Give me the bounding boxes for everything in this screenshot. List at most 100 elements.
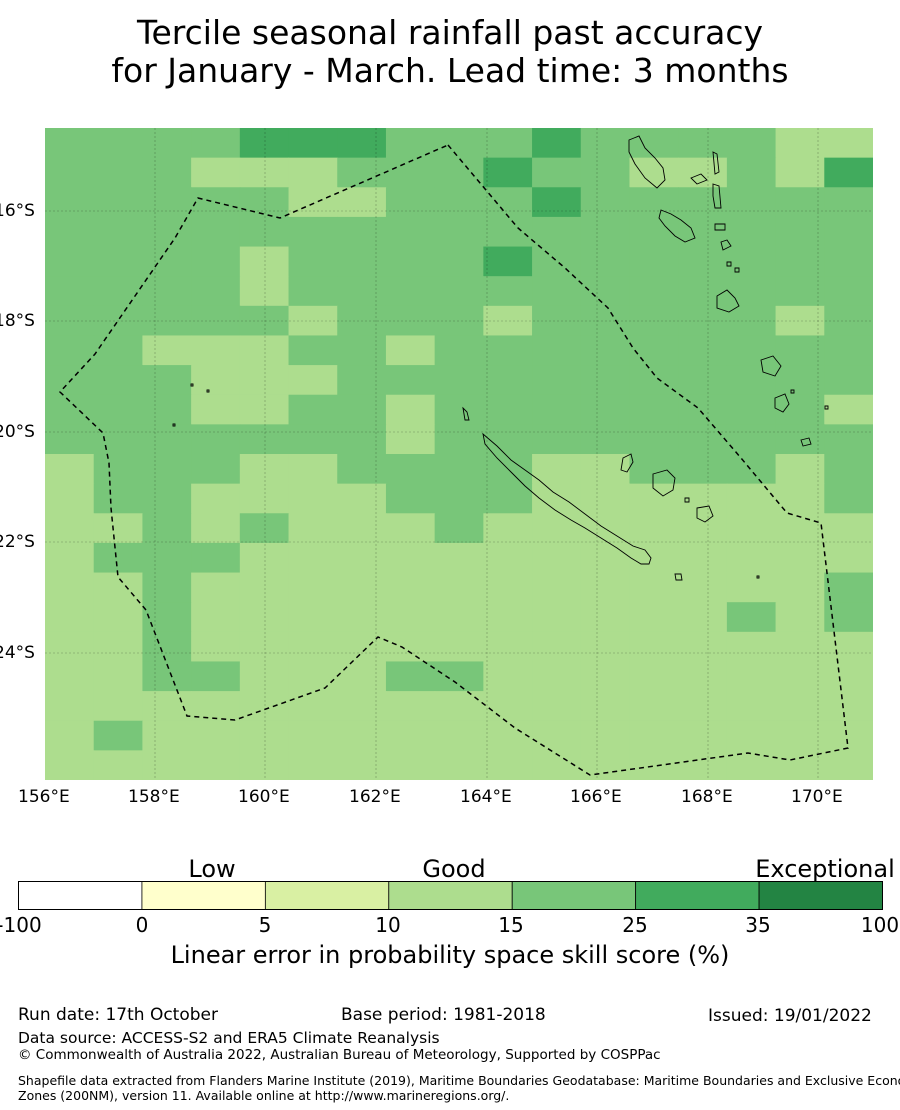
skill-cell: [45, 335, 95, 366]
skill-cell: [142, 513, 192, 544]
skill-cell: [45, 513, 95, 544]
skill-cell: [726, 128, 777, 159]
skill-cell: [434, 513, 484, 544]
skill-cell: [483, 187, 533, 218]
skill-cell: [45, 542, 95, 574]
skill-cell: [191, 128, 241, 159]
colorbar-swatches: [18, 881, 883, 910]
skill-cell: [824, 187, 873, 218]
skill-cell: [191, 750, 241, 780]
skill-cell: [191, 483, 241, 514]
skill-cell: [824, 720, 873, 751]
skill-cell: [532, 335, 582, 366]
skill-cell: [775, 335, 825, 366]
skill-cell: [629, 246, 679, 277]
skill-cell: [288, 750, 338, 780]
skill-cell: [434, 335, 484, 366]
title-line-1: Tercile seasonal rainfall past accuracy: [136, 13, 764, 52]
skill-cell: [45, 394, 95, 425]
skill-cell: [483, 661, 533, 692]
skill-cell: [288, 394, 338, 425]
island-futuna: [824, 405, 829, 410]
skill-cell: [580, 128, 631, 159]
skill-cell: [191, 394, 241, 425]
issued-date: Issued: 19/01/2022: [708, 1006, 872, 1026]
skill-cell: [191, 424, 241, 455]
skill-cell: [483, 394, 533, 425]
skill-cell: [483, 305, 533, 337]
skill-cell: [434, 542, 484, 574]
skill-cell: [288, 691, 338, 722]
skill-cell: [629, 128, 679, 159]
skill-cell: [142, 394, 192, 425]
skill-cell: [775, 513, 825, 544]
skill-cell: [629, 424, 679, 455]
colorbar-tick: 35: [745, 913, 771, 937]
skill-cell: [191, 454, 241, 485]
skill-cell: [239, 276, 290, 307]
chart-title: Tercile seasonal rainfall past accuracy …: [0, 14, 900, 90]
island-efate: [716, 289, 740, 313]
skill-cell: [142, 246, 192, 277]
skill-cell: [580, 454, 631, 485]
skill-cell: [483, 572, 533, 603]
skill-cell: [288, 128, 338, 159]
skill-cell: [532, 365, 582, 396]
skill-cell: [434, 394, 484, 425]
skill-cell: [288, 276, 338, 307]
skill-cell: [532, 631, 582, 663]
island-lifou: [652, 469, 676, 497]
skill-cell: [678, 365, 728, 396]
skill-cell: [93, 454, 144, 485]
skill-cell: [775, 424, 825, 455]
skill-cell: [385, 276, 436, 307]
skill-cell: [824, 424, 873, 455]
skill-cell: [434, 365, 484, 396]
island-epi: [720, 239, 732, 251]
colorbar-swatch: [511, 881, 637, 910]
skill-cell: [142, 602, 192, 633]
skill-cell: [678, 602, 728, 633]
skill-cell: [142, 276, 192, 307]
skill-cell: [580, 246, 631, 277]
lat-tick-label: 20°S: [0, 422, 35, 442]
skill-cell: [532, 572, 582, 603]
skill-cell: [239, 483, 290, 514]
colorbar-tick: 0: [135, 913, 149, 937]
skill-cell: [434, 187, 484, 218]
skill-cell: [678, 128, 728, 159]
base-period: Base period: 1981-2018: [341, 1005, 546, 1025]
colorbar-swatch: [635, 881, 760, 910]
skill-cell: [629, 454, 679, 485]
skill-cell: [191, 305, 241, 337]
skill-cell: [93, 720, 144, 751]
skill-cell: [824, 216, 873, 248]
skill-cell: [434, 246, 484, 277]
skill-cell: [385, 305, 436, 337]
skill-cell: [629, 276, 679, 307]
map-gridlines: [45, 128, 873, 780]
skill-cell: [385, 483, 436, 514]
skill-cell: [775, 246, 825, 277]
skill-cell: [337, 542, 387, 574]
skill-cell: [483, 216, 533, 248]
skill-cell: [434, 216, 484, 248]
skill-cell: [337, 276, 387, 307]
lon-tick-label: 170°E: [791, 787, 843, 807]
skill-cell: [434, 572, 484, 603]
skill-cell: [239, 157, 290, 188]
lon-tick-label: 164°E: [460, 787, 512, 807]
category-low-label: Low: [188, 855, 236, 883]
skill-cell: [483, 365, 533, 396]
skill-cell: [434, 661, 484, 692]
lon-tick-label: 166°E: [570, 787, 622, 807]
skill-cell: [337, 246, 387, 277]
skill-cell: [191, 542, 241, 574]
skill-cell: [337, 513, 387, 544]
colorbar-swatch: [264, 881, 390, 910]
skill-cell: [726, 335, 777, 366]
skill-cell: [775, 305, 825, 337]
skill-cell: [93, 661, 144, 692]
skill-cell: [239, 572, 290, 603]
skill-cell: [239, 305, 290, 337]
